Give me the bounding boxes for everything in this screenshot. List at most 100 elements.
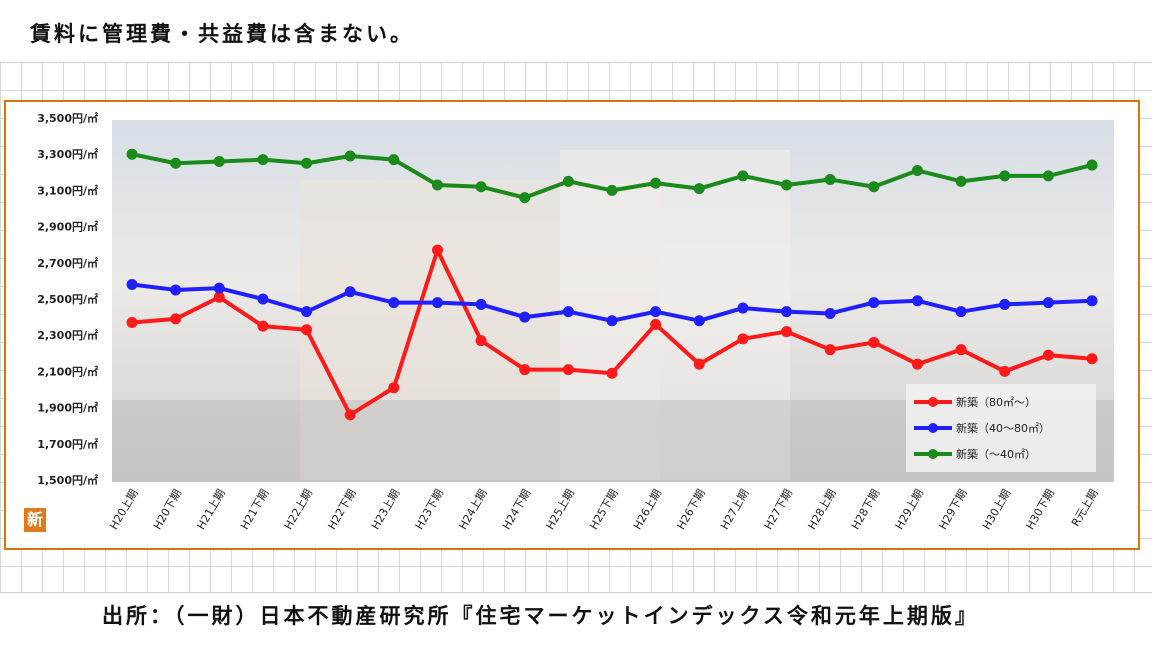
data-point xyxy=(693,358,705,370)
data-point xyxy=(824,307,836,319)
x-tick-label: R元上期 xyxy=(1069,487,1101,529)
data-point xyxy=(868,181,880,193)
x-tick-label: H20上期 xyxy=(107,487,140,532)
data-point xyxy=(519,192,531,204)
legend: 新築（80㎡～） 新築（40～80㎡） 新築（～40㎡） xyxy=(906,384,1096,472)
data-point xyxy=(911,358,923,370)
data-point xyxy=(301,157,313,169)
data-point xyxy=(431,297,443,309)
x-tick-label: H23上期 xyxy=(369,487,402,532)
data-point xyxy=(126,317,138,329)
data-point xyxy=(737,302,749,314)
data-point xyxy=(693,183,705,195)
data-point xyxy=(213,282,225,294)
data-point xyxy=(650,306,662,318)
data-point xyxy=(606,315,618,327)
data-point xyxy=(519,364,531,376)
data-point xyxy=(650,318,662,330)
x-tick-label: H28上期 xyxy=(805,487,838,532)
x-tick-label: H30上期 xyxy=(980,487,1013,532)
x-tick-label: H22下期 xyxy=(325,487,358,532)
x-tick-label: H29下期 xyxy=(936,487,969,532)
x-tick-label: H26下期 xyxy=(674,487,707,532)
data-point xyxy=(955,175,967,187)
x-tick-label: H24下期 xyxy=(500,487,533,532)
legend-label: 新築（40～80㎡） xyxy=(956,421,1050,435)
data-point xyxy=(475,298,487,310)
data-point xyxy=(781,306,793,318)
y-tick-label: 1,900円/㎡ xyxy=(37,401,98,415)
data-point xyxy=(562,364,574,376)
data-point xyxy=(431,179,443,191)
x-tick-label: H21上期 xyxy=(194,487,227,532)
data-point xyxy=(781,326,793,338)
data-point xyxy=(911,295,923,307)
data-point xyxy=(868,336,880,348)
data-point xyxy=(606,184,618,196)
x-tick-label: H24上期 xyxy=(456,487,489,532)
legend-label: 新築（～40㎡） xyxy=(956,447,1036,461)
background-photo xyxy=(112,120,1114,482)
data-point xyxy=(388,297,400,309)
x-tick-label: H25下期 xyxy=(587,487,620,532)
source-note: 出所：（一財）日本不動産研究所『住宅マーケットインデックス令和元年上期版』 xyxy=(102,600,979,630)
data-point xyxy=(1042,349,1054,361)
y-tick-label: 2,900円/㎡ xyxy=(37,220,98,234)
y-tick-label: 3,500円/㎡ xyxy=(37,111,98,125)
x-tick-label: H20下期 xyxy=(151,487,184,532)
data-point xyxy=(344,150,356,162)
y-tick-label: 1,700円/㎡ xyxy=(37,437,98,451)
logo-badge: 新 xyxy=(24,508,46,532)
data-point xyxy=(824,174,836,186)
data-point xyxy=(213,291,225,303)
data-point xyxy=(301,306,313,318)
data-point xyxy=(606,367,618,379)
data-point xyxy=(737,333,749,345)
data-point xyxy=(126,279,138,291)
data-point xyxy=(257,293,269,305)
data-point xyxy=(911,164,923,176)
x-tick-label: H28下期 xyxy=(849,487,882,532)
y-tick-label: 2,300円/㎡ xyxy=(37,328,98,342)
legend-swatch-marker xyxy=(928,449,938,459)
data-point xyxy=(562,306,574,318)
x-tick-label: H23下期 xyxy=(413,487,446,532)
data-point xyxy=(257,320,269,332)
data-point xyxy=(431,244,443,256)
data-point xyxy=(344,409,356,421)
x-tick-label: H26上期 xyxy=(631,487,664,532)
y-tick-label: 1,500円/㎡ xyxy=(37,473,98,487)
data-point xyxy=(781,179,793,191)
data-point xyxy=(475,181,487,193)
rent-note: 賃料に管理費・共益費は含まない。 xyxy=(30,18,414,48)
data-point xyxy=(562,175,574,187)
data-point xyxy=(213,155,225,167)
data-point xyxy=(257,154,269,166)
data-point xyxy=(824,344,836,356)
x-tick-label: H27下期 xyxy=(762,487,795,532)
data-point xyxy=(519,311,531,323)
header-rule xyxy=(0,62,1152,63)
x-tick-label: H22上期 xyxy=(282,487,315,532)
data-point xyxy=(999,365,1011,377)
data-point xyxy=(301,324,313,336)
x-tick-label: H29上期 xyxy=(893,487,926,532)
data-point xyxy=(344,286,356,298)
data-point xyxy=(737,170,749,182)
data-point xyxy=(170,284,182,296)
data-point xyxy=(868,297,880,309)
x-tick-label: H25上期 xyxy=(544,487,577,532)
data-point xyxy=(170,313,182,325)
data-point xyxy=(1086,159,1098,171)
data-point xyxy=(388,154,400,166)
legend-swatch-marker xyxy=(928,397,938,407)
x-tick-label: H21下期 xyxy=(238,487,271,532)
data-point xyxy=(955,306,967,318)
y-tick-label: 3,300円/㎡ xyxy=(37,147,98,161)
data-point xyxy=(999,298,1011,310)
x-tick-label: H27上期 xyxy=(718,487,751,532)
y-tick-label: 2,700円/㎡ xyxy=(37,256,98,270)
data-point xyxy=(999,170,1011,182)
y-tick-label: 3,100円/㎡ xyxy=(37,183,98,197)
data-point xyxy=(1086,295,1098,307)
